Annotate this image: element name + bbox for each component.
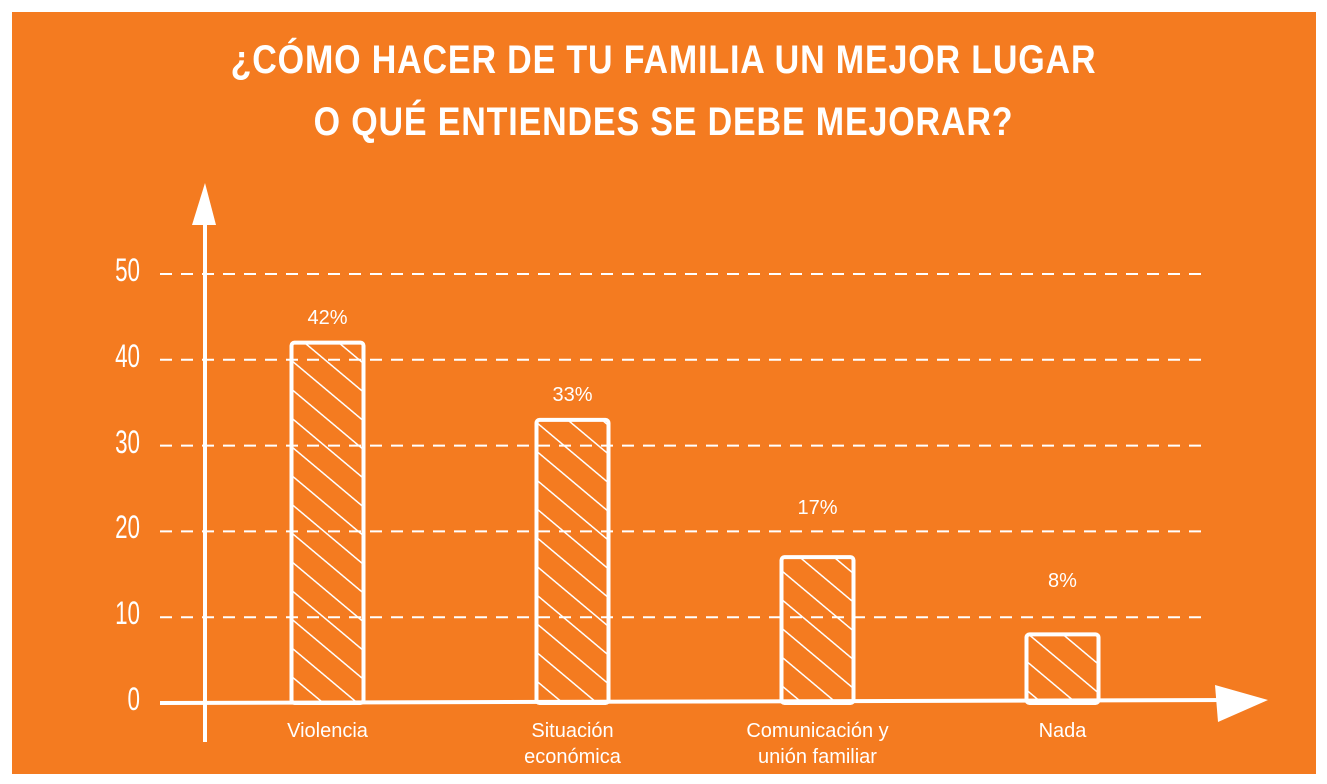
- x-tick-label: Violencia: [287, 720, 368, 742]
- y-tick-label: 0: [127, 681, 140, 717]
- x-tick-label: Nada: [1038, 720, 1087, 742]
- data-label: 42%: [307, 306, 348, 329]
- x-axis-arrow: [1215, 685, 1268, 722]
- bar: [779, 555, 856, 706]
- bar: [534, 417, 611, 705]
- data-label: 8%: [1048, 570, 1077, 593]
- data-label: 17%: [797, 497, 838, 520]
- y-tick-label: 50: [115, 252, 140, 288]
- y-tick-label: 40: [115, 337, 140, 374]
- x-tick-label: Comunicación y unión familiar: [746, 720, 889, 768]
- y-tick-label: 30: [115, 423, 140, 460]
- bar: [1024, 632, 1101, 705]
- chart-title: O QUÉ ENTIENDES SE DEBE MEJORAR?: [313, 100, 1014, 144]
- y-tick-label: 10: [115, 595, 140, 632]
- data-label: 33%: [552, 383, 593, 406]
- chart-title: ¿CÓMO HACER DE TU FAMILIA UN MEJOR LUGAR: [230, 38, 1097, 82]
- bar: [289, 340, 366, 705]
- y-tick-label: 20: [115, 509, 140, 546]
- x-tick-label: Situación económica: [524, 720, 621, 768]
- y-axis-arrow: [192, 183, 216, 225]
